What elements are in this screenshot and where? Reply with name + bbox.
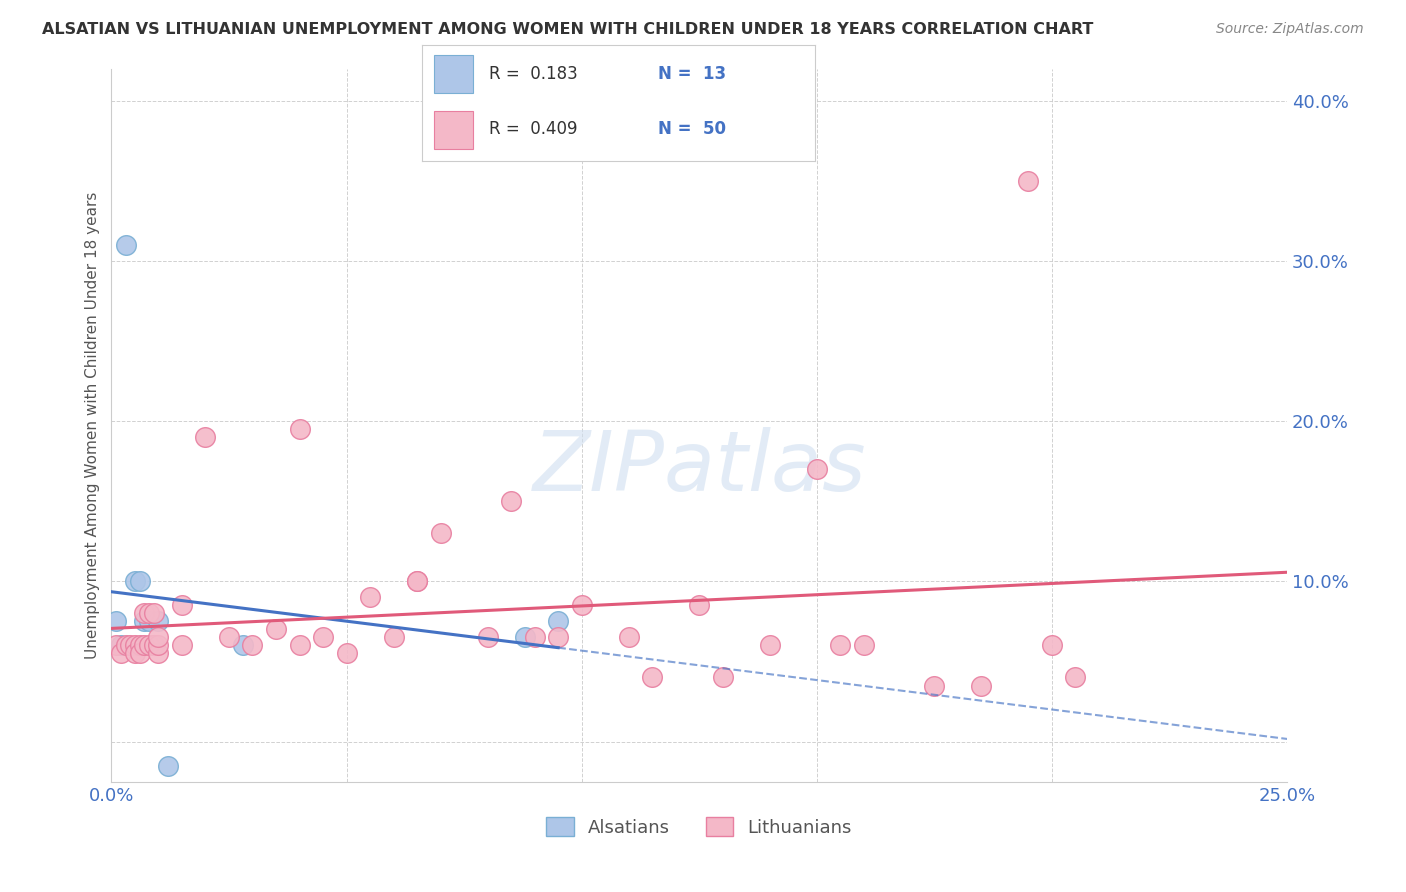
Point [114,237,136,252]
Point [170,599,193,613]
Point [547,631,569,645]
Point [477,631,499,645]
Text: Source: ZipAtlas.com: Source: ZipAtlas.com [1216,22,1364,37]
Point [382,631,405,645]
Point [134,639,156,653]
Point [138,607,160,621]
Point [711,671,734,685]
Text: N =  50: N = 50 [658,120,725,138]
Y-axis label: Unemployment Among Women with Children Under 18 years: Unemployment Among Women with Children U… [86,192,100,659]
Point [515,631,537,645]
Point [138,615,160,629]
Point [406,574,429,589]
Point [406,574,429,589]
Text: N =  13: N = 13 [658,64,725,83]
Point [128,574,150,589]
Point [1040,639,1063,653]
Point [242,639,264,653]
Point [142,639,165,653]
Text: R =  0.183: R = 0.183 [489,64,578,83]
Point [806,462,828,476]
Point [105,639,128,653]
Point [124,574,146,589]
Point [641,671,664,685]
Point [138,639,160,653]
Point [852,639,875,653]
Point [114,639,136,653]
Point [148,615,170,629]
Point [288,422,311,436]
Point [148,647,170,661]
Point [110,647,132,661]
Point [759,639,782,653]
Point [142,607,165,621]
Text: ZIPatlas: ZIPatlas [533,427,866,508]
Point [134,615,156,629]
Point [429,526,451,541]
Point [924,679,946,693]
Bar [433,111,472,149]
Point [128,647,150,661]
Point [571,599,593,613]
Point [105,615,128,629]
Point [218,631,240,645]
Point [547,615,569,629]
Point [264,623,287,637]
Point [124,639,146,653]
Point [124,647,146,661]
Point [312,631,335,645]
Bar [433,55,472,94]
Point [156,758,179,772]
Point [128,639,150,653]
Point [359,591,381,605]
Text: R =  0.409: R = 0.409 [489,120,578,138]
Point [335,647,357,661]
Point [194,430,217,444]
Point [1017,174,1039,188]
Point [1064,671,1087,685]
Point [170,639,193,653]
Point [142,639,165,653]
Point [232,639,254,653]
Legend: Alsatians, Lithuanians: Alsatians, Lithuanians [540,810,859,844]
Point [134,607,156,621]
Point [288,639,311,653]
Point [523,631,546,645]
Point [148,631,170,645]
Point [148,639,170,653]
Point [688,599,710,613]
Point [970,679,993,693]
Point [110,639,132,653]
Point [617,631,640,645]
Text: ALSATIAN VS LITHUANIAN UNEMPLOYMENT AMONG WOMEN WITH CHILDREN UNDER 18 YEARS COR: ALSATIAN VS LITHUANIAN UNEMPLOYMENT AMON… [42,22,1094,37]
Point [830,639,852,653]
Point [501,494,523,508]
Point [120,639,142,653]
